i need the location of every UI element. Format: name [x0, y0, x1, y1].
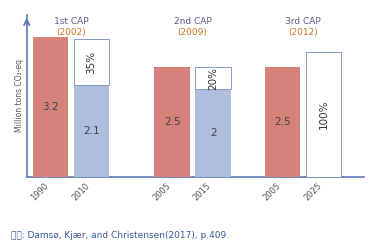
- Bar: [155, 68, 190, 177]
- Text: 1st CAP: 1st CAP: [54, 17, 88, 26]
- Y-axis label: Million tons CO₂-eq: Million tons CO₂-eq: [15, 59, 24, 132]
- Text: 2nd CAP: 2nd CAP: [174, 17, 211, 26]
- Text: 3rd CAP: 3rd CAP: [285, 17, 321, 26]
- Text: 35%: 35%: [86, 50, 97, 74]
- Text: 2: 2: [210, 128, 216, 138]
- Text: 자료: Damsø, Kjær, and Christensen(2017), p.409.: 자료: Damsø, Kjær, and Christensen(2017), …: [11, 231, 230, 240]
- Text: 2.5: 2.5: [164, 117, 180, 127]
- Text: 2.5: 2.5: [274, 117, 291, 127]
- Bar: [196, 68, 231, 89]
- Bar: [306, 52, 341, 177]
- Text: (2002): (2002): [56, 28, 86, 38]
- Bar: [265, 68, 301, 177]
- Bar: [33, 37, 68, 177]
- Text: 20%: 20%: [208, 67, 218, 90]
- Text: (2009): (2009): [178, 28, 208, 38]
- Bar: [74, 85, 109, 177]
- Text: 100%: 100%: [319, 100, 329, 129]
- Text: (2012): (2012): [288, 28, 318, 38]
- Bar: [196, 89, 231, 177]
- Text: 3.2: 3.2: [42, 102, 59, 112]
- Bar: [74, 39, 109, 85]
- Text: 2.1: 2.1: [83, 126, 100, 136]
